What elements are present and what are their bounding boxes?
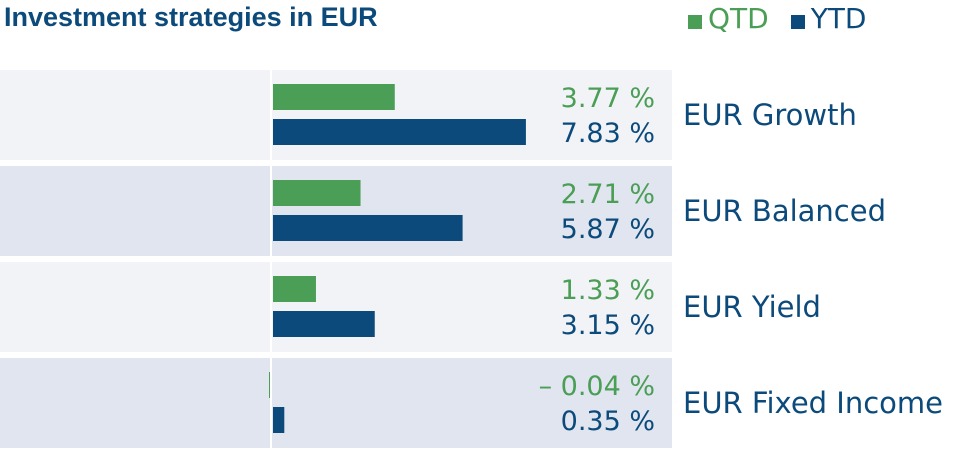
bar-ytd xyxy=(273,119,526,145)
category-label: EUR Fixed Income xyxy=(683,386,943,420)
bar-qtd xyxy=(273,276,316,302)
legend-item-qtd: QTD xyxy=(688,2,769,35)
legend-label-ytd: YTD xyxy=(810,2,867,35)
bar-ytd xyxy=(273,215,463,241)
category-label: EUR Yield xyxy=(683,290,821,324)
value-label-qtd: – 0.04 % xyxy=(539,371,655,402)
bar-qtd xyxy=(273,180,361,206)
legend: QTD YTD xyxy=(688,2,888,35)
value-label-ytd: 3.15 % xyxy=(561,310,655,341)
category-label: EUR Growth xyxy=(683,98,857,132)
value-label-ytd: 5.87 % xyxy=(561,214,655,245)
category-label: EUR Balanced xyxy=(683,194,886,228)
bar-qtd xyxy=(273,84,395,110)
value-label-ytd: 7.83 % xyxy=(561,118,655,149)
legend-item-ytd: YTD xyxy=(790,2,867,35)
bar-ytd xyxy=(273,311,375,337)
value-label-qtd: 3.77 % xyxy=(561,83,655,114)
chart-title: Investment strategies in EUR xyxy=(4,2,378,32)
bar-ytd xyxy=(273,407,285,433)
legend-swatch-qtd xyxy=(688,14,702,29)
value-label-qtd: 1.33 % xyxy=(561,275,655,306)
legend-swatch-ytd xyxy=(790,14,805,29)
value-label-ytd: 0.35 % xyxy=(561,406,655,437)
row-background xyxy=(0,358,672,448)
legend-label-qtd: QTD xyxy=(708,2,769,35)
value-label-qtd: 2.71 % xyxy=(561,179,655,210)
